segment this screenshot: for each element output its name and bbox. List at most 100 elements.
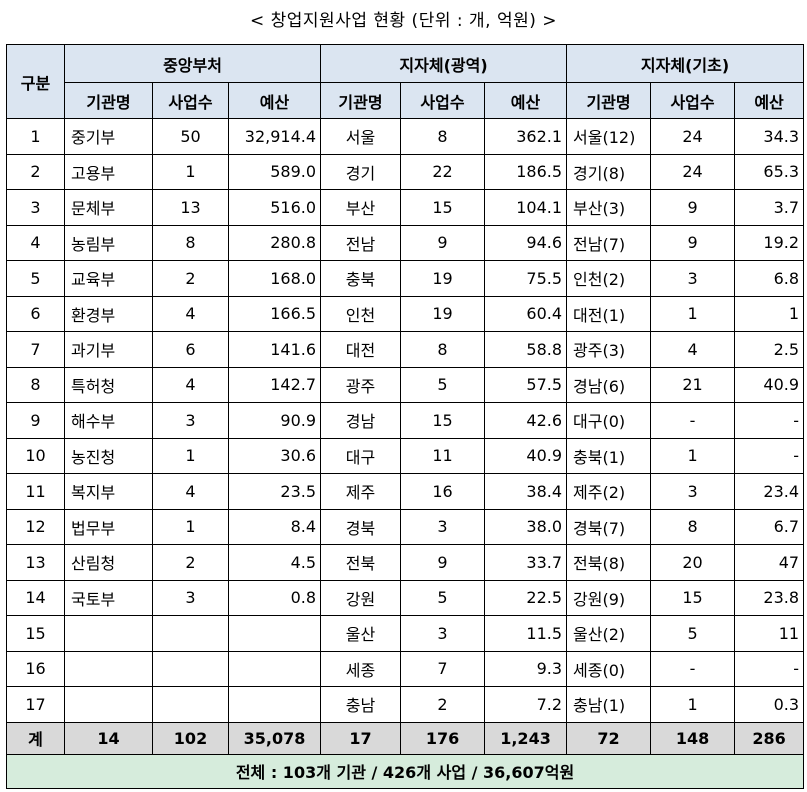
header-central: 중앙부처 (63, 44, 322, 83)
central-budget-cell: 32,914.4 (227, 118, 322, 155)
header-wide-budget: 예산 (484, 82, 568, 119)
basic-org-cell: 대구(0) (566, 402, 652, 439)
central-org-cell: 특허청 (64, 366, 153, 403)
basic-org-cell: 경북(7) (566, 508, 652, 545)
row-number-cell: 11 (6, 473, 65, 510)
basic-org-cell: 광주(3) (566, 331, 652, 368)
basic-budget-cell: 11 (734, 615, 805, 652)
wide-count-cell: 5 (400, 366, 486, 403)
basic-budget-cell: 6.8 (734, 260, 805, 297)
basic-org-cell: 경남(6) (566, 366, 652, 403)
row-number-cell: 2 (6, 153, 65, 190)
basic-count-cell: 24 (650, 118, 736, 155)
basic-count-cell: 15 (650, 579, 736, 616)
basic-org-cell: 충북(1) (566, 437, 652, 474)
wide-budget-cell: 11.5 (484, 615, 568, 652)
table-row: 9 해수부 3 90.9 경남 15 42.6 대구(0) - - (6, 402, 805, 439)
grand-total: 전체 : 103개 기관 / 426개 사업 / 36,607억원 (5, 753, 805, 789)
wide-count-cell: 7 (400, 650, 486, 687)
central-budget-cell: 166.5 (227, 295, 322, 332)
basic-count-cell: 5 (650, 615, 736, 652)
central-count-cell: 1 (152, 508, 229, 545)
basic-count-cell: 9 (650, 224, 736, 261)
central-org-cell: 복지부 (64, 473, 153, 510)
central-org-cell: 농림부 (64, 224, 153, 261)
row-number-cell: 13 (6, 544, 65, 581)
wide-org-cell: 경남 (320, 402, 402, 439)
row-number-cell: 3 (6, 189, 65, 226)
wide-budget-cell: 33.7 (484, 544, 568, 581)
table-row: 13 산림청 2 4.5 전북 9 33.7 전북(8) 20 47 (6, 544, 805, 581)
table-row: 15 울산 3 11.5 울산(2) 5 11 (6, 615, 805, 652)
central-org-cell: 법무부 (64, 508, 153, 545)
basic-org-cell: 경기(8) (566, 153, 652, 190)
wide-count-cell: 3 (400, 615, 486, 652)
wide-budget-cell: 38.0 (484, 508, 568, 545)
table-row: 5 교육부 2 168.0 충북 19 75.5 인천(2) 3 6.8 (6, 260, 805, 297)
wide-count-cell: 15 (400, 189, 486, 226)
basic-budget-cell: 65.3 (734, 153, 805, 190)
central-count-cell: 13 (152, 189, 229, 226)
basic-budget-cell: 23.4 (734, 473, 805, 510)
central-count-cell: 1 (152, 437, 229, 474)
row-number-cell: 5 (6, 260, 65, 297)
central-budget-cell: 0.8 (227, 579, 322, 616)
wide-org-cell: 강원 (320, 579, 402, 616)
basic-count-cell: - (650, 402, 736, 439)
basic-org-cell: 전북(8) (566, 544, 652, 581)
wide-budget-cell: 38.4 (484, 473, 568, 510)
central-org-cell: 문체부 (64, 189, 153, 226)
basic-budget-cell: - (734, 650, 805, 687)
basic-count-cell: - (650, 650, 736, 687)
table-row: 16 세종 7 9.3 세종(0) - - (6, 650, 805, 687)
startup-support-table: 구분 중앙부처 지자체(광역) 지자체(기초) 기관명 사업수 예산 기관명 사… (5, 44, 805, 789)
central-org-cell: 중기부 (64, 118, 153, 155)
wide-budget-cell: 7.2 (484, 686, 568, 723)
wide-org-cell: 인천 (320, 295, 402, 332)
central-budget-cell: 8.4 (227, 508, 322, 545)
header-gubun: 구분 (6, 44, 65, 119)
central-budget-cell: 280.8 (227, 224, 322, 261)
central-count-cell: 1 (152, 153, 229, 190)
central-budget-cell: 516.0 (227, 189, 322, 226)
wide-budget-cell: 22.5 (484, 579, 568, 616)
central-budget-cell: 23.5 (227, 473, 322, 510)
sum-wide-budget: 1,243 (484, 721, 568, 755)
central-budget-cell: 90.9 (227, 402, 322, 439)
wide-org-cell: 충북 (320, 260, 402, 297)
sum-label: 계 (6, 721, 65, 755)
central-budget-cell (227, 615, 322, 652)
wide-org-cell: 경북 (320, 508, 402, 545)
central-org-cell: 국토부 (64, 579, 153, 616)
central-budget-cell: 168.0 (227, 260, 322, 297)
basic-budget-cell: - (734, 402, 805, 439)
sum-wide-count: 176 (400, 721, 486, 755)
basic-org-cell: 강원(9) (566, 579, 652, 616)
row-number-cell: 8 (6, 366, 65, 403)
header-basic-count: 사업수 (650, 82, 736, 119)
central-count-cell: 6 (152, 331, 229, 368)
basic-count-cell: 20 (650, 544, 736, 581)
header-basic-budget: 예산 (734, 82, 805, 119)
basic-budget-cell: 6.7 (734, 508, 805, 545)
basic-count-cell: 21 (650, 366, 736, 403)
wide-count-cell: 8 (400, 331, 486, 368)
table-row: 3 문체부 13 516.0 부산 15 104.1 부산(3) 9 3.7 (6, 189, 805, 226)
wide-budget-cell: 94.6 (484, 224, 568, 261)
central-budget-cell: 142.7 (227, 366, 322, 403)
central-org-cell: 농진청 (64, 437, 153, 474)
central-budget-cell (227, 686, 322, 723)
wide-org-cell: 대구 (320, 437, 402, 474)
basic-budget-cell: 34.3 (734, 118, 805, 155)
basic-budget-cell: 2.5 (734, 331, 805, 368)
table-row: 1 중기부 50 32,914.4 서울 8 362.1 서울(12) 24 34.3 (6, 118, 805, 155)
central-count-cell (152, 615, 229, 652)
header-basic-org: 기관명 (566, 82, 652, 119)
basic-count-cell: 1 (650, 437, 736, 474)
basic-count-cell: 9 (650, 189, 736, 226)
wide-budget-cell: 75.5 (484, 260, 568, 297)
wide-budget-cell: 104.1 (484, 189, 568, 226)
header-central-org: 기관명 (64, 82, 153, 119)
row-number-cell: 9 (6, 402, 65, 439)
basic-budget-cell: 23.8 (734, 579, 805, 616)
